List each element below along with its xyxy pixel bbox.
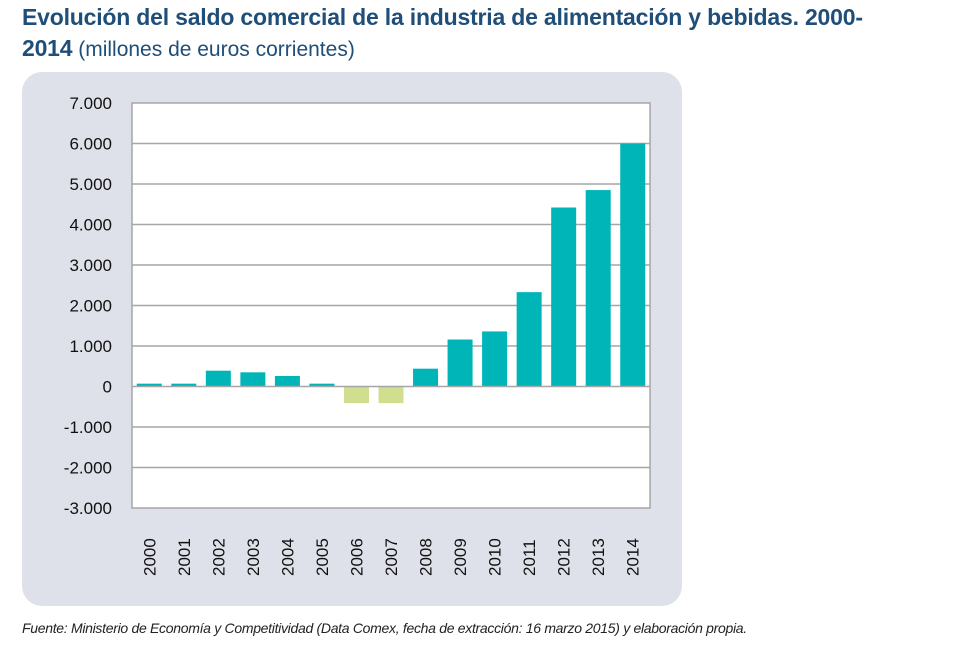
y-tick-label: 4.000 [69, 216, 112, 235]
x-tick-label: 2004 [278, 538, 297, 576]
title-units: (millones de euros corrientes) [72, 38, 355, 61]
x-tick-label: 2014 [624, 538, 643, 576]
y-tick-label: 7.000 [69, 94, 112, 113]
x-tick-label: 2005 [313, 538, 332, 576]
y-tick-label: -2.000 [64, 459, 112, 478]
bars [136, 143, 646, 404]
x-tick-label: 2009 [451, 538, 470, 576]
bar-2002 [205, 370, 231, 387]
bar-2008 [413, 368, 439, 387]
y-tick-label: 2.000 [69, 297, 112, 316]
y-tick-label: 3.000 [69, 256, 112, 275]
y-axis-ticks: 7.000 6.000 5.000 4.000 3.000 2.000 1.000 0 -1.0… [64, 94, 112, 518]
x-tick-label: 2010 [486, 538, 505, 576]
y-tick-label: 0 [103, 378, 112, 397]
bar-2004 [274, 375, 300, 387]
x-tick-label: 2007 [382, 538, 401, 576]
x-tick-label: 2006 [347, 538, 366, 576]
source-note: Fuente: Ministerio de Economía y Competi… [22, 620, 747, 636]
title-main: Evolución del saldo comercial de la indu… [22, 4, 863, 30]
x-tick-label: 2012 [555, 538, 574, 576]
bar-2006 [343, 386, 369, 404]
bar-2013 [585, 190, 611, 387]
gridlines [132, 142, 650, 469]
bar-2010 [482, 331, 508, 387]
x-axis-ticks: 2000 2001 2002 2003 2004 2005 2006 2007 2008 2009… [140, 538, 642, 576]
bar-2014 [620, 143, 646, 387]
x-tick-label: 2003 [244, 538, 263, 576]
y-tick-label: 6.000 [69, 135, 112, 154]
x-tick-label: 2001 [175, 538, 194, 576]
x-tick-label: 2000 [140, 538, 159, 576]
chart-title: Evolución del saldo comercial de la indu… [22, 2, 978, 65]
bar-2000 [136, 383, 162, 387]
title-year-end: 2014 [22, 35, 73, 61]
y-tick-label: 5.000 [69, 175, 112, 194]
bar-2007 [378, 386, 404, 404]
bar-2005 [309, 383, 335, 387]
bar-2003 [240, 372, 266, 387]
bar-2011 [516, 292, 542, 387]
x-tick-label: 2011 [520, 539, 539, 576]
bar-2009 [447, 339, 473, 387]
y-tick-label: -3.000 [64, 499, 112, 518]
y-tick-label: -1.000 [64, 418, 112, 437]
x-tick-label: 2013 [589, 538, 608, 576]
bar-2001 [171, 383, 197, 387]
y-tick-label: 1.000 [69, 337, 112, 356]
x-tick-label: 2002 [209, 538, 228, 576]
x-tick-label: 2008 [417, 538, 436, 576]
bar-2012 [551, 207, 577, 387]
